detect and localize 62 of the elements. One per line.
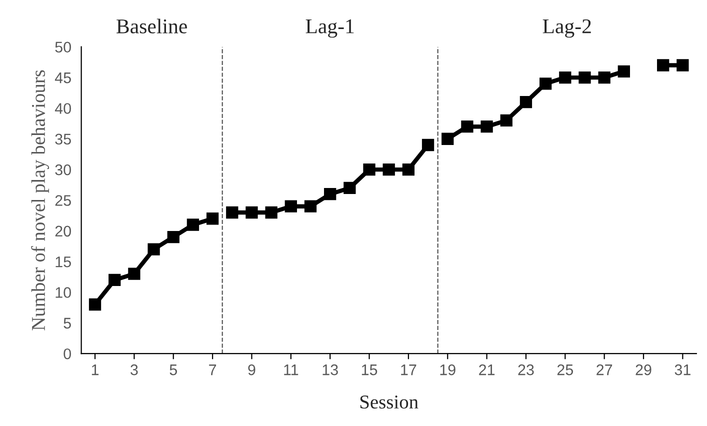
x-tick-label: 31 xyxy=(674,364,690,376)
text: Lag-2 xyxy=(542,19,591,38)
y-tick-label: 40 xyxy=(54,103,71,114)
y-tick-label: 10 xyxy=(56,287,71,298)
x-tick-label: 3 xyxy=(130,364,138,376)
point xyxy=(206,212,219,225)
point xyxy=(539,78,552,90)
point xyxy=(344,182,356,194)
point xyxy=(128,268,140,280)
y-tick-label: 5 xyxy=(64,318,71,329)
y-tick-label: 15 xyxy=(56,256,71,268)
point xyxy=(618,65,630,78)
x-tick-label: 27 xyxy=(596,364,612,376)
y-tick-label: 50 xyxy=(55,42,71,53)
point xyxy=(657,59,670,72)
y-axis-title: Number of novel play behaviours xyxy=(31,70,50,330)
text: Baseline xyxy=(116,18,187,34)
text: Lag-1 xyxy=(306,19,354,38)
y-tick-label: 35 xyxy=(55,134,71,145)
point xyxy=(402,163,415,176)
x-tick-label: 5 xyxy=(170,364,177,376)
point xyxy=(382,163,395,176)
x-tick-label: 15 xyxy=(362,364,378,376)
point xyxy=(480,120,493,133)
x-tick-label: 23 xyxy=(518,364,534,376)
point xyxy=(304,200,317,212)
x-axis-title: Session xyxy=(360,396,418,409)
x-tick-label: 29 xyxy=(636,364,652,376)
point xyxy=(246,206,258,219)
y-tick-label: 0 xyxy=(64,348,71,360)
point xyxy=(167,230,180,244)
point xyxy=(108,274,121,286)
point xyxy=(422,138,434,152)
x-tick-label: 17 xyxy=(401,364,416,376)
y-tick-label: 25 xyxy=(55,195,71,206)
point xyxy=(676,59,689,72)
point xyxy=(520,96,532,108)
point xyxy=(461,120,474,133)
x-tick-label: 1 xyxy=(92,364,99,376)
point xyxy=(88,298,102,311)
y-tick-label: 30 xyxy=(55,164,71,176)
point xyxy=(284,200,297,212)
point xyxy=(500,114,512,127)
point xyxy=(442,132,454,145)
point xyxy=(598,71,610,84)
x-tick-label: 19 xyxy=(440,364,456,376)
y-tick-label: 45 xyxy=(54,72,71,84)
y-tick-label: 20 xyxy=(55,226,71,237)
point xyxy=(148,243,160,256)
point xyxy=(363,163,376,176)
x-tick-label: 21 xyxy=(479,364,495,376)
point xyxy=(559,71,572,84)
point xyxy=(578,71,591,84)
x-tick-label: 7 xyxy=(209,364,216,376)
point xyxy=(265,206,278,219)
point xyxy=(186,218,200,231)
x-tick-label: 11 xyxy=(284,364,298,376)
x-tick-label: 9 xyxy=(248,364,256,376)
x-tick-label: 13 xyxy=(322,364,338,376)
point xyxy=(324,188,336,200)
x-tick-label: 25 xyxy=(557,364,574,376)
point xyxy=(226,206,238,219)
